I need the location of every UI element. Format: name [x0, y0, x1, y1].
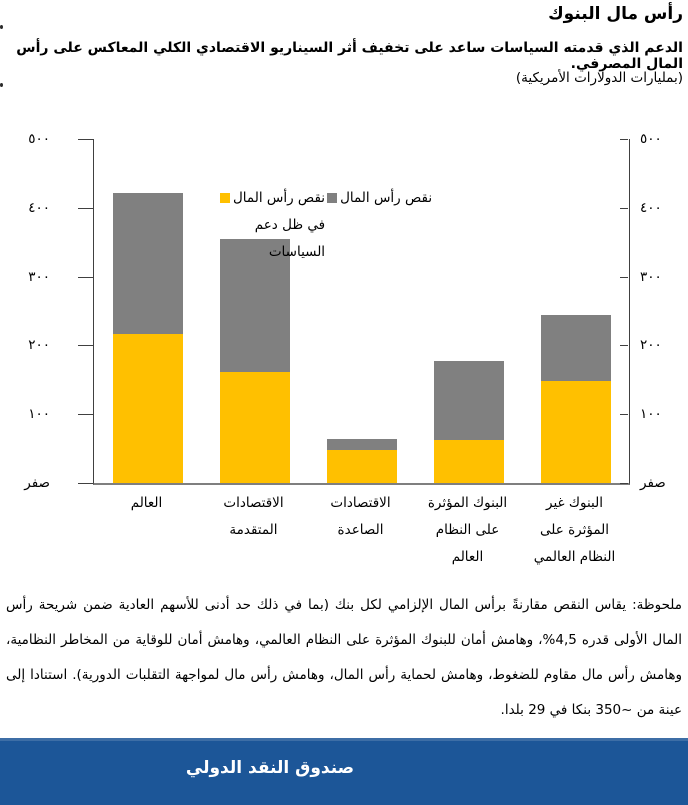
y-tick-label-left: ٥٠٠	[28, 131, 50, 147]
bar-segment-support	[112, 333, 183, 483]
y-tick-label-left: ١٠٠	[28, 406, 50, 423]
imf-banner: صندوق النقد الدولي	[0, 738, 688, 805]
bar-5	[540, 315, 611, 483]
stray-mark	[0, 25, 3, 29]
x-category-label: البنوك غير المؤثرة على النظام العالمي	[533, 495, 616, 565]
bar-segment-shortfall	[219, 239, 290, 373]
bar-segment-support	[326, 449, 397, 483]
y-tick-label-left: ٣٠٠	[28, 268, 50, 285]
y-tick-right	[620, 276, 628, 278]
y-tick-label-right: ٣٠٠	[640, 268, 662, 285]
y-tick-right	[620, 139, 628, 140]
page-title: رأس مال البنوك	[548, 4, 683, 24]
y-tick-right	[620, 483, 628, 484]
y-tick-label-right: ١٠٠	[640, 406, 662, 423]
bar-segment-shortfall	[326, 438, 397, 450]
x-category-label: الاقتصادات المتقدمة	[223, 495, 284, 538]
bar-2	[219, 239, 290, 483]
chart-legend: نقص رأس المال نقص رأس المال في ظل دعم السيا…	[220, 185, 432, 266]
bar-segment-support	[540, 381, 611, 483]
imf-banner-label: صندوق النقد الدولي	[185, 758, 355, 778]
bar-segment-support	[219, 372, 290, 483]
bar-segment-shortfall	[112, 192, 183, 334]
y-tick-right	[620, 414, 628, 416]
y-tick-label-right: صفر	[640, 475, 666, 491]
legend-swatch-icon	[220, 193, 230, 203]
plot-area	[93, 139, 630, 485]
bar-segment-shortfall	[540, 315, 611, 382]
y-tick-label-left: صفر	[24, 475, 50, 491]
bar-4	[433, 360, 504, 483]
chart-subtitle: الدعم الذي قدمته السياسات ساعد على تخفيف…	[16, 40, 683, 72]
x-category-label: العالم	[130, 495, 163, 511]
chart-units-label: (بمليارات الدولارات الأمريكية)	[515, 70, 683, 86]
y-tick-left	[78, 276, 93, 278]
x-category-label: البنوك المؤثرة على النظام العالم	[427, 495, 508, 565]
y-tick-label-right: ٢٠٠	[640, 337, 662, 354]
chart: صفر صفر ١٠٠ ١٠٠ ٢٠٠ ٢٠٠ ٣٠٠ ٣٠٠ ٤٠٠ ٤٠٠ ٥٠٠ ٥٠٠ العا…	[0, 125, 688, 585]
legend-label: نقص رأس المال	[340, 190, 433, 206]
bar-1	[112, 192, 183, 483]
y-tick-right	[620, 207, 628, 209]
y-tick-label-right: ٥٠٠	[640, 131, 662, 147]
y-tick-left	[78, 207, 93, 209]
y-tick-left	[78, 414, 93, 416]
y-tick-left	[78, 139, 93, 140]
x-category-label: الاقتصادات الصاعدة	[330, 495, 391, 538]
stray-mark	[0, 83, 3, 87]
legend-swatch-icon	[327, 193, 338, 203]
bar-3	[326, 438, 397, 483]
footnote: ملحوظة: يقاس النقص مقارنةً برأس المال ال…	[6, 597, 683, 718]
bar-segment-support	[433, 439, 504, 483]
y-tick-label-right: ٤٠٠	[640, 199, 662, 216]
y-tick-label-left: ٢٠٠	[28, 337, 50, 354]
legend-label: نقص رأس المال في ظل دعم السياسات	[233, 190, 326, 260]
legend-item-2: نقص رأس المال في ظل دعم السياسات	[220, 185, 325, 266]
y-tick-left	[78, 345, 93, 347]
y-tick-label-left: ٤٠٠	[28, 199, 50, 216]
y-tick-left	[78, 483, 93, 484]
y-tick-right	[620, 345, 628, 347]
bar-segment-shortfall	[433, 360, 504, 440]
legend-item-1: نقص رأس المال	[327, 185, 432, 212]
